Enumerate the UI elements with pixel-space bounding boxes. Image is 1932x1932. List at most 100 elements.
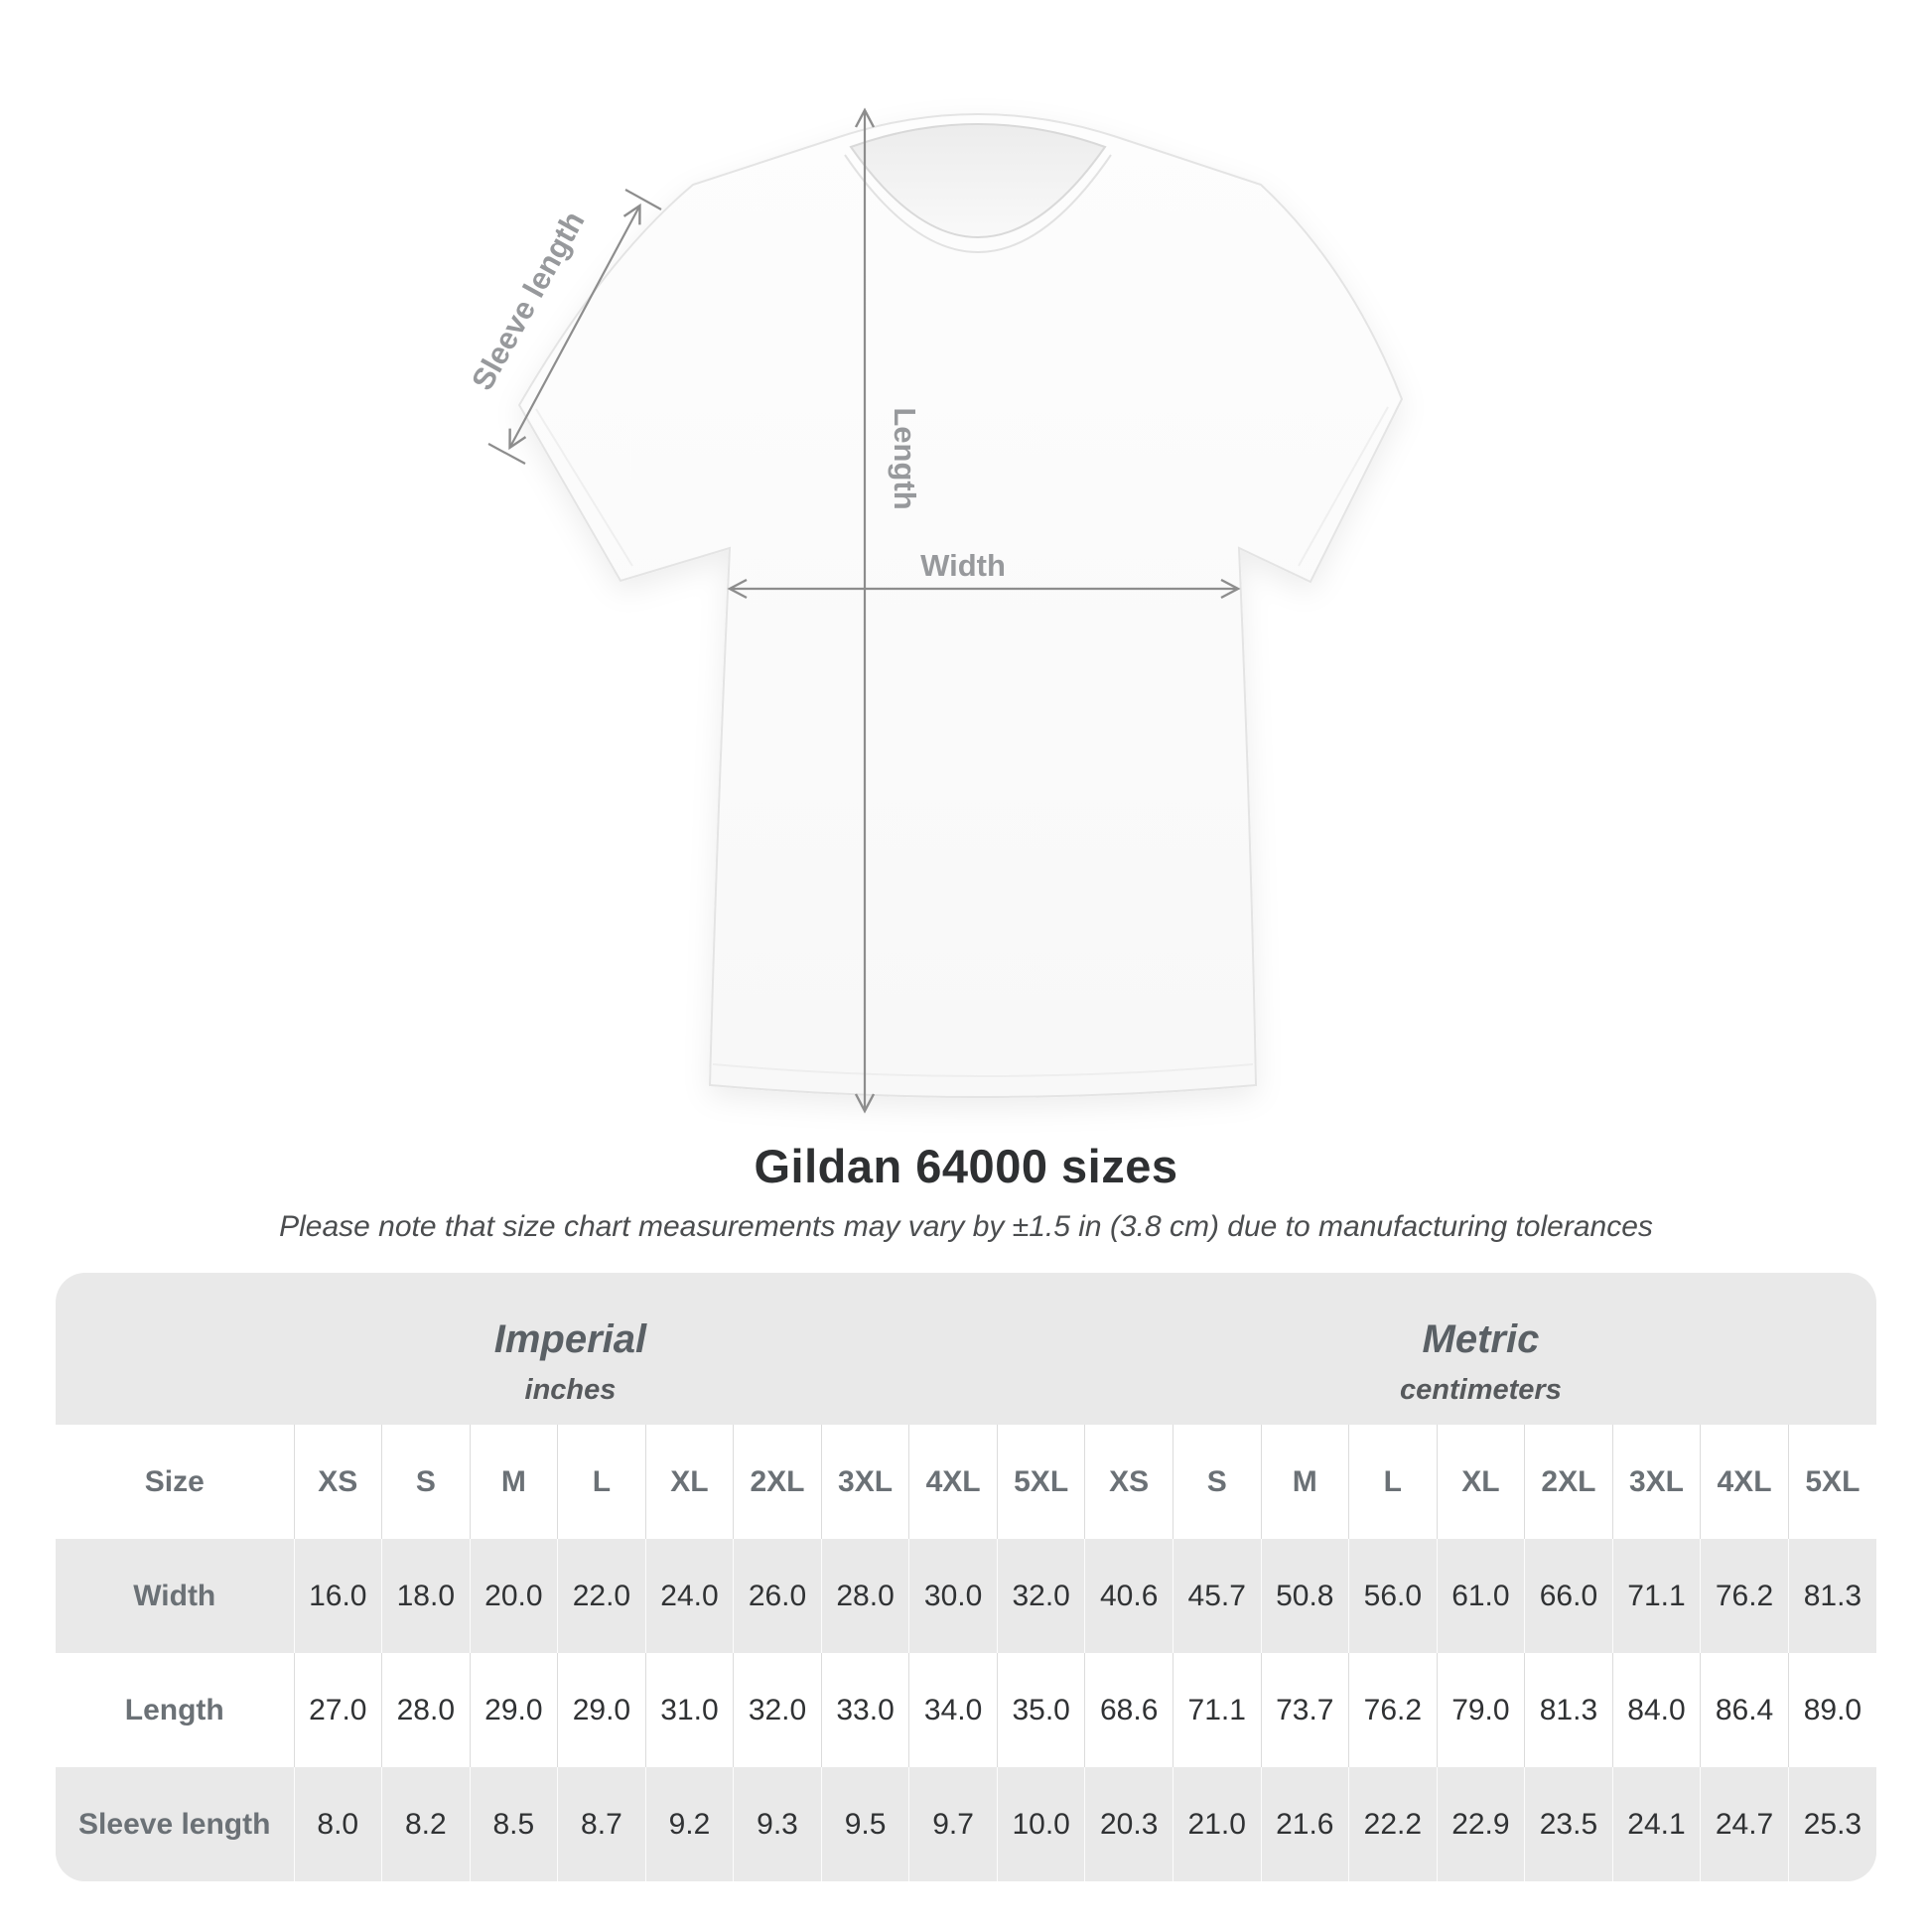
width-imperial-l: 22.0 (557, 1539, 646, 1653)
length-metric-3xl: 84.0 (1611, 1653, 1701, 1767)
width-metric-3xl: 71.1 (1611, 1539, 1701, 1653)
length-imperial-5xl: 35.0 (996, 1653, 1085, 1767)
width-imperial-xl: 24.0 (644, 1539, 734, 1653)
col-header-imperial-xs: XS (293, 1425, 382, 1539)
width-metric-xs: 40.6 (1084, 1539, 1173, 1653)
width-metric-m: 50.8 (1260, 1539, 1349, 1653)
width-dimension-line: Width (727, 548, 1241, 600)
width-label: Width (920, 548, 1006, 583)
col-header-metric-4xl: 4XL (1700, 1425, 1789, 1539)
width-imperial-5xl: 32.0 (996, 1539, 1085, 1653)
sleeve-imperial-4xl: 9.7 (908, 1767, 998, 1881)
collar-opening (849, 123, 1107, 238)
sleeve-length-row: Sleeve length 8.0 8.2 8.5 8.7 9.2 9.3 9.… (56, 1767, 1876, 1881)
length-imperial-s: 28.0 (381, 1653, 471, 1767)
width-metric-xl: 61.0 (1436, 1539, 1525, 1653)
length-imperial-4xl: 34.0 (908, 1653, 998, 1767)
sleeve-imperial-2xl: 9.3 (733, 1767, 822, 1881)
width-imperial-s: 18.0 (381, 1539, 471, 1653)
length-imperial-xl: 31.0 (644, 1653, 734, 1767)
sleeve-imperial-5xl: 10.0 (996, 1767, 1085, 1881)
length-imperial-l: 29.0 (557, 1653, 646, 1767)
col-header-metric-s: S (1172, 1425, 1262, 1539)
width-imperial-2xl: 26.0 (733, 1539, 822, 1653)
metric-label: Metric (1422, 1316, 1540, 1361)
metric-unit-label: centimeters (1400, 1373, 1562, 1406)
sleeve-metric-s: 21.0 (1172, 1767, 1262, 1881)
row-label-width: Width (56, 1539, 294, 1653)
col-header-metric-l: L (1348, 1425, 1438, 1539)
col-header-imperial-l: L (557, 1425, 646, 1539)
col-header-imperial-4xl: 4XL (908, 1425, 998, 1539)
width-imperial-3xl: 28.0 (820, 1539, 909, 1653)
sleeve-metric-5xl: 25.3 (1787, 1767, 1876, 1881)
length-metric-2xl: 81.3 (1524, 1653, 1613, 1767)
hem-seam (712, 1063, 1254, 1077)
col-header-imperial-2xl: 2XL (733, 1425, 822, 1539)
unit-group-header-row: Imperial inches Metric centimeters (56, 1273, 1876, 1425)
imperial-label: Imperial (493, 1316, 647, 1361)
col-header-metric-xl: XL (1436, 1425, 1525, 1539)
tolerance-note: Please note that size chart measurements… (279, 1210, 1653, 1243)
size-header-row: Size XS S M L XL 2XL 3XL 4XL 5XL XS S M … (56, 1425, 1876, 1539)
length-metric-5xl: 89.0 (1787, 1653, 1876, 1767)
tshirt-diagram-svg: Length Width Sleeve length (465, 107, 1404, 1114)
length-dimension-line: Length (854, 107, 922, 1114)
length-metric-xl: 79.0 (1436, 1653, 1525, 1767)
sleeve-imperial-m: 8.5 (469, 1767, 558, 1881)
length-imperial-xs: 27.0 (293, 1653, 382, 1767)
col-header-imperial-5xl: 5XL (996, 1425, 1085, 1539)
size-table: Imperial inches Metric centimeters Size … (56, 1273, 1876, 1881)
width-imperial-xs: 16.0 (293, 1539, 382, 1653)
sleeve-imperial-s: 8.2 (381, 1767, 471, 1881)
page-title: Gildan 64000 sizes (754, 1140, 1178, 1192)
imperial-group-header: Imperial inches (56, 1273, 1085, 1425)
col-header-metric-m: M (1260, 1425, 1349, 1539)
col-header-imperial-s: S (381, 1425, 471, 1539)
width-metric-4xl: 76.2 (1700, 1539, 1789, 1653)
length-imperial-m: 29.0 (469, 1653, 558, 1767)
length-imperial-2xl: 32.0 (733, 1653, 822, 1767)
width-metric-l: 56.0 (1348, 1539, 1438, 1653)
sleeve-metric-xl: 22.9 (1436, 1767, 1525, 1881)
row-label-length: Length (56, 1653, 294, 1767)
sleeve-imperial-xl: 9.2 (644, 1767, 734, 1881)
tshirt-graphic (517, 113, 1404, 1098)
width-metric-s: 45.7 (1172, 1539, 1262, 1653)
right-sleeve-seam (1298, 406, 1389, 567)
sleeve-metric-3xl: 24.1 (1611, 1767, 1701, 1881)
length-row: Length 27.0 28.0 29.0 29.0 31.0 32.0 33.… (56, 1653, 1876, 1767)
sleeve-metric-xs: 20.3 (1084, 1767, 1173, 1881)
tshirt-size-diagram: Length Width Sleeve length (465, 107, 1404, 1114)
sleeve-metric-l: 22.2 (1348, 1767, 1438, 1881)
width-imperial-m: 20.0 (469, 1539, 558, 1653)
sleeve-imperial-xs: 8.0 (293, 1767, 382, 1881)
col-header-metric-xs: XS (1084, 1425, 1173, 1539)
length-metric-xs: 68.6 (1084, 1653, 1173, 1767)
collar-seam (844, 154, 1112, 253)
sleeve-imperial-3xl: 9.5 (820, 1767, 909, 1881)
metric-group-header: Metric centimeters (1085, 1273, 1876, 1425)
col-header-metric-5xl: 5XL (1787, 1425, 1876, 1539)
length-metric-s: 71.1 (1172, 1653, 1262, 1767)
length-imperial-3xl: 33.0 (820, 1653, 909, 1767)
col-header-imperial-m: M (469, 1425, 558, 1539)
sleeve-metric-4xl: 24.7 (1700, 1767, 1789, 1881)
size-header-label: Size (56, 1425, 294, 1539)
col-header-imperial-xl: XL (644, 1425, 734, 1539)
sleeve-imperial-l: 8.7 (557, 1767, 646, 1881)
length-metric-l: 76.2 (1348, 1653, 1438, 1767)
col-header-metric-2xl: 2XL (1524, 1425, 1613, 1539)
sleeve-metric-m: 21.6 (1260, 1767, 1349, 1881)
width-metric-5xl: 81.3 (1787, 1539, 1876, 1653)
length-metric-4xl: 86.4 (1700, 1653, 1789, 1767)
size-table-container: Imperial inches Metric centimeters Size … (56, 1273, 1876, 1881)
length-metric-m: 73.7 (1260, 1653, 1349, 1767)
width-metric-2xl: 66.0 (1524, 1539, 1613, 1653)
length-label: Length (888, 407, 922, 509)
imperial-unit-label: inches (524, 1373, 617, 1406)
sleeve-metric-2xl: 23.5 (1524, 1767, 1613, 1881)
col-header-imperial-3xl: 3XL (820, 1425, 909, 1539)
width-row: Width 16.0 18.0 20.0 22.0 24.0 26.0 28.0… (56, 1539, 1876, 1653)
row-label-sleeve-length: Sleeve length (56, 1767, 294, 1881)
